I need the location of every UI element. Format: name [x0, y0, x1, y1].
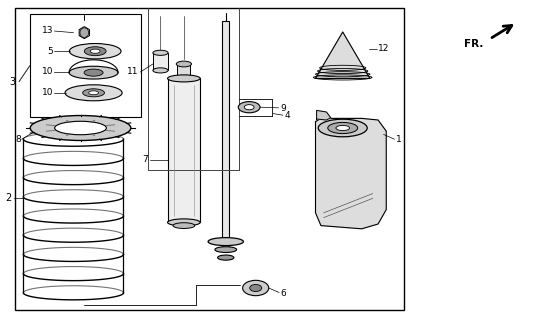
Ellipse shape — [90, 49, 100, 53]
Ellipse shape — [176, 61, 191, 67]
Ellipse shape — [84, 47, 106, 56]
Ellipse shape — [84, 69, 103, 76]
Bar — [177, 64, 190, 77]
Text: 12: 12 — [378, 44, 390, 53]
Text: 5: 5 — [47, 47, 53, 56]
Ellipse shape — [318, 119, 367, 137]
Text: 3: 3 — [9, 76, 15, 87]
Ellipse shape — [168, 75, 200, 82]
Ellipse shape — [208, 237, 244, 246]
Ellipse shape — [238, 101, 260, 113]
Ellipse shape — [168, 219, 200, 226]
Text: 1: 1 — [396, 135, 402, 144]
Bar — [168, 78, 200, 222]
Text: 6: 6 — [280, 289, 286, 298]
Polygon shape — [79, 27, 90, 39]
Text: 11: 11 — [127, 68, 139, 76]
Ellipse shape — [80, 28, 89, 37]
Ellipse shape — [153, 68, 168, 73]
Text: 10: 10 — [42, 67, 53, 76]
Ellipse shape — [69, 44, 121, 59]
Text: 7: 7 — [142, 156, 148, 164]
Ellipse shape — [327, 122, 358, 134]
Polygon shape — [316, 118, 386, 229]
Ellipse shape — [69, 66, 118, 79]
Ellipse shape — [54, 121, 107, 135]
Text: 4: 4 — [285, 111, 290, 120]
Ellipse shape — [250, 284, 262, 292]
Bar — [222, 21, 230, 251]
Ellipse shape — [215, 247, 237, 252]
Ellipse shape — [83, 89, 104, 97]
Text: 9: 9 — [280, 104, 286, 113]
Text: FR.: FR. — [463, 39, 483, 49]
Text: 2: 2 — [6, 193, 12, 204]
Ellipse shape — [243, 280, 269, 296]
Text: 10: 10 — [42, 88, 53, 97]
Ellipse shape — [218, 255, 234, 260]
Polygon shape — [316, 32, 370, 78]
Ellipse shape — [244, 105, 254, 110]
Ellipse shape — [153, 50, 168, 55]
Ellipse shape — [30, 116, 131, 140]
Ellipse shape — [173, 223, 195, 228]
Ellipse shape — [65, 85, 122, 101]
Polygon shape — [317, 110, 331, 120]
Bar — [15, 8, 404, 310]
Bar — [30, 14, 141, 117]
Text: 13: 13 — [42, 26, 53, 35]
Ellipse shape — [336, 125, 350, 131]
Ellipse shape — [89, 91, 98, 95]
Bar — [153, 53, 168, 70]
Text: 8: 8 — [15, 135, 21, 144]
